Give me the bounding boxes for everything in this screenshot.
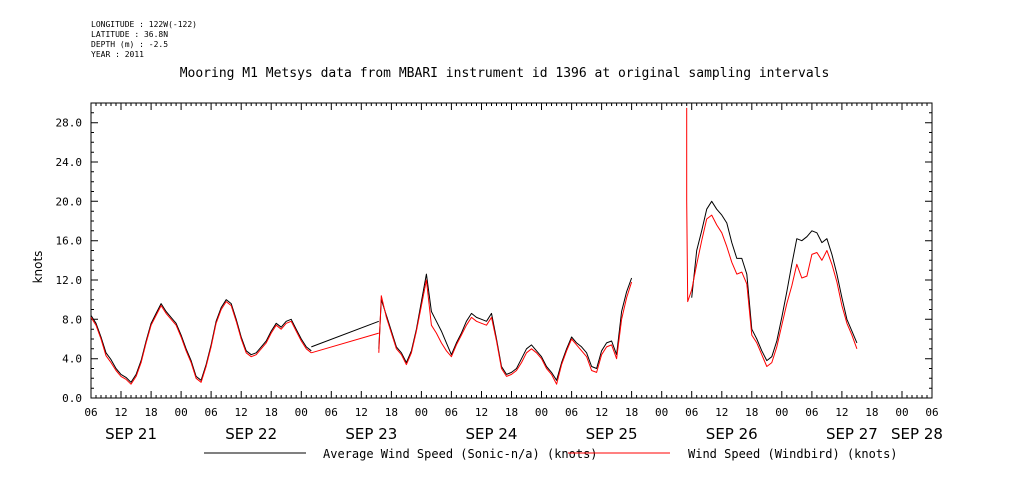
metadata-block: LONGITUDE : 122W(-122) LATITUDE : 36.8N …	[91, 20, 197, 60]
x-tick-label: 06	[805, 406, 818, 419]
x-tick-labels: 06 12 18 00 06 12 18 00 06 12 18 00 06 12 18 00 06 12 18 00…	[84, 406, 938, 419]
day-label: SEP 28	[891, 425, 943, 443]
series-line-0-segment-3	[691, 200, 858, 362]
x-tick-label: 18	[144, 406, 157, 419]
x-tick-label: 12	[835, 406, 848, 419]
x-tick-label: 06	[565, 406, 578, 419]
y-tick-label: 28.0	[56, 117, 83, 130]
x-tick-label: 18	[385, 406, 398, 419]
x-tick-label: 12	[114, 406, 127, 419]
tick-marks	[90, 102, 933, 399]
x-tick-label: 00	[655, 406, 668, 419]
y-tick-label: 20.0	[56, 195, 83, 208]
x-tick-label: 00	[415, 406, 428, 419]
x-tick-label: 12	[715, 406, 728, 419]
x-tick-label: 06	[925, 406, 938, 419]
series-line-0-segment-0	[90, 299, 312, 383]
series-line-0-segment-1	[311, 320, 379, 348]
x-tick-label: 18	[265, 406, 278, 419]
day-label: SEP 23	[345, 425, 397, 443]
x-tick-label: 00	[775, 406, 788, 419]
x-tick-label: 12	[235, 406, 248, 419]
x-tick-label: 18	[745, 406, 758, 419]
y-tick-label: 0.0	[62, 392, 82, 405]
y-tick-label: 24.0	[56, 156, 83, 169]
day-label: SEP 26	[706, 425, 758, 443]
legend-label-average: Average Wind Speed (Sonic-n/a) (knots)	[323, 447, 598, 461]
day-label: SEP 24	[466, 425, 518, 443]
chart-title: Mooring M1 Metsys data from MBARI instru…	[179, 66, 830, 81]
y-axis-label: knots	[31, 251, 45, 284]
legend-label-windbird: Wind Speed (Windbird) (knots)	[688, 447, 898, 461]
meta-longitude: LONGITUDE : 122W(-122)	[91, 20, 197, 29]
x-tick-label: 06	[84, 406, 97, 419]
series-line-1-segment-2	[378, 279, 633, 385]
day-label: SEP 21	[105, 425, 157, 443]
meta-latitude: LATITUDE : 36.8N	[91, 30, 169, 39]
plot-frame	[90, 102, 933, 399]
x-tick-label: 18	[865, 406, 878, 419]
y-tick-label: 8.0	[62, 313, 82, 326]
y-tick-label: 4.0	[62, 353, 82, 366]
x-tick-label: 00	[535, 406, 548, 419]
x-tick-label: 12	[475, 406, 488, 419]
x-tick-label: 12	[355, 406, 368, 419]
series-line-1-segment-0	[90, 301, 312, 385]
x-tick-label: 00	[174, 406, 187, 419]
day-label: SEP 27	[826, 425, 878, 443]
x-tick-label: 18	[505, 406, 518, 419]
series-line-1-segment-1	[311, 332, 379, 354]
meta-year: YEAR : 2011	[91, 50, 144, 59]
y-tick-labels: 0.0 4.0 8.0 12.0 16.0 20.0 24.0 28.0	[56, 117, 83, 405]
series-lines	[90, 107, 858, 385]
day-label: SEP 22	[225, 425, 277, 443]
x-tick-label: 06	[685, 406, 698, 419]
legend: Average Wind Speed (Sonic-n/a) (knots) W…	[204, 447, 898, 461]
x-tick-label: 12	[595, 406, 608, 419]
x-tick-label: 00	[295, 406, 308, 419]
y-tick-label: 16.0	[56, 235, 83, 248]
axis-ticks	[90, 102, 933, 399]
x-tick-label: 18	[625, 406, 638, 419]
y-tick-label: 12.0	[56, 274, 83, 287]
day-labels: SEP 21 SEP 22 SEP 23 SEP 24 SEP 25 SEP 26 SEP …	[105, 425, 943, 443]
meta-depth: DEPTH (m) : -2.5	[91, 40, 169, 49]
x-tick-label: 06	[445, 406, 458, 419]
series-line-1-segment-3	[686, 107, 858, 367]
x-tick-label: 00	[895, 406, 908, 419]
x-tick-label: 06	[205, 406, 218, 419]
x-tick-label: 06	[325, 406, 338, 419]
day-label: SEP 25	[586, 425, 638, 443]
series-line-0-segment-2	[378, 273, 633, 381]
